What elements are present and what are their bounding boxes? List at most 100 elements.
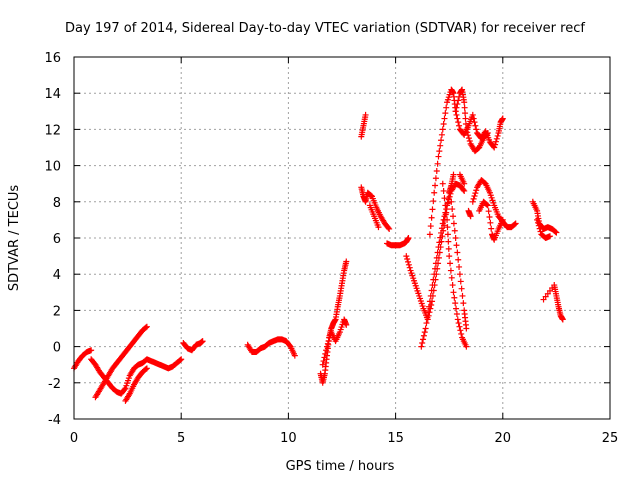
x-tick-label: 15: [387, 431, 404, 446]
data-point: [470, 115, 477, 122]
y-tick-label: -4: [48, 413, 61, 428]
plot-frame: [73, 56, 611, 420]
data-point: [143, 323, 150, 330]
data-marks: [71, 86, 566, 404]
data-series: [317, 258, 350, 386]
data-point: [405, 235, 412, 241]
data-point: [484, 130, 491, 137]
data-point: [469, 111, 476, 118]
data-point: [450, 213, 457, 220]
data-point: [429, 282, 436, 289]
data-point: [433, 168, 440, 175]
data-point: [537, 228, 544, 235]
data-point: [553, 229, 560, 236]
data-point: [546, 233, 553, 240]
data-point: [434, 160, 441, 167]
data-point: [446, 253, 453, 260]
data-point: [439, 220, 446, 227]
x-tick-labels: 0 5 10 15 20 25: [70, 431, 618, 446]
y-tick-label: 6: [53, 232, 61, 247]
y-tick-label: 16: [44, 51, 61, 66]
data-series: [476, 198, 506, 243]
data-point: [458, 285, 465, 292]
data-point: [455, 256, 462, 263]
y-axis-label: SDTVAR / TECUs: [7, 185, 22, 292]
data-point: [461, 99, 468, 106]
data-point: [433, 254, 440, 261]
data-point: [452, 300, 459, 307]
y-tick-label: 14: [44, 87, 61, 102]
data-point: [512, 220, 519, 227]
data-point: [455, 320, 462, 327]
data-point: [426, 231, 433, 238]
data-series: [529, 198, 560, 236]
data-point: [534, 216, 541, 223]
data-point: [535, 222, 542, 229]
data-point: [432, 260, 439, 267]
data-point: [464, 129, 471, 136]
data-point: [451, 227, 458, 234]
data-point: [473, 187, 480, 194]
data-series: [540, 282, 566, 323]
data-point: [466, 137, 473, 144]
data-point: [443, 209, 450, 216]
data-point: [492, 138, 499, 145]
data-point: [405, 261, 412, 268]
data-point: [439, 180, 446, 187]
data-point: [488, 225, 495, 232]
data-point: [143, 366, 150, 373]
data-point: [469, 198, 476, 205]
data-point: [444, 224, 451, 231]
data-point: [483, 131, 490, 138]
data-point: [485, 208, 492, 215]
data-point: [444, 231, 451, 238]
data-point: [438, 137, 445, 144]
data-point: [450, 171, 457, 178]
x-axis-label: GPS time / hours: [286, 459, 395, 474]
data-point: [462, 110, 469, 117]
data-series: [439, 180, 470, 350]
data-point: [427, 223, 434, 230]
data-point: [418, 343, 425, 350]
data-point: [450, 289, 457, 296]
data-point: [471, 119, 478, 126]
data-point: [454, 101, 461, 108]
data-point: [404, 255, 411, 262]
data-point: [420, 336, 427, 343]
data-point: [88, 347, 95, 354]
data-point: [460, 186, 467, 193]
data-point: [473, 126, 480, 133]
data-point: [455, 119, 462, 126]
data-point: [448, 274, 455, 281]
data-series: [448, 198, 470, 332]
data-point: [324, 340, 331, 347]
data-point: [429, 206, 436, 213]
data-point: [438, 229, 445, 236]
data-series: [244, 336, 298, 359]
data-point: [462, 120, 469, 127]
data-point: [440, 187, 447, 194]
data-point: [552, 228, 559, 235]
y-tick-label: -2: [48, 377, 61, 392]
data-point: [461, 104, 468, 111]
data-point: [385, 224, 392, 231]
data-point: [437, 142, 444, 149]
data-series: [71, 347, 95, 372]
data-point: [461, 180, 468, 187]
data-point: [319, 361, 326, 368]
data-point: [453, 311, 460, 318]
data-point: [323, 347, 330, 354]
data-point: [428, 287, 435, 294]
x-tick-label: 25: [602, 431, 619, 446]
y-tick-labels: -4 -2 0 2 4 6 8 10 12 14 16: [44, 51, 61, 428]
data-point: [457, 327, 464, 334]
data-point: [453, 104, 460, 111]
data-point: [450, 220, 457, 227]
data-series: [426, 86, 506, 238]
data-point: [443, 104, 450, 111]
data-point: [465, 135, 472, 142]
data-point: [491, 144, 498, 151]
data-point: [442, 110, 449, 117]
data-point: [440, 120, 447, 127]
data-point: [439, 126, 446, 133]
